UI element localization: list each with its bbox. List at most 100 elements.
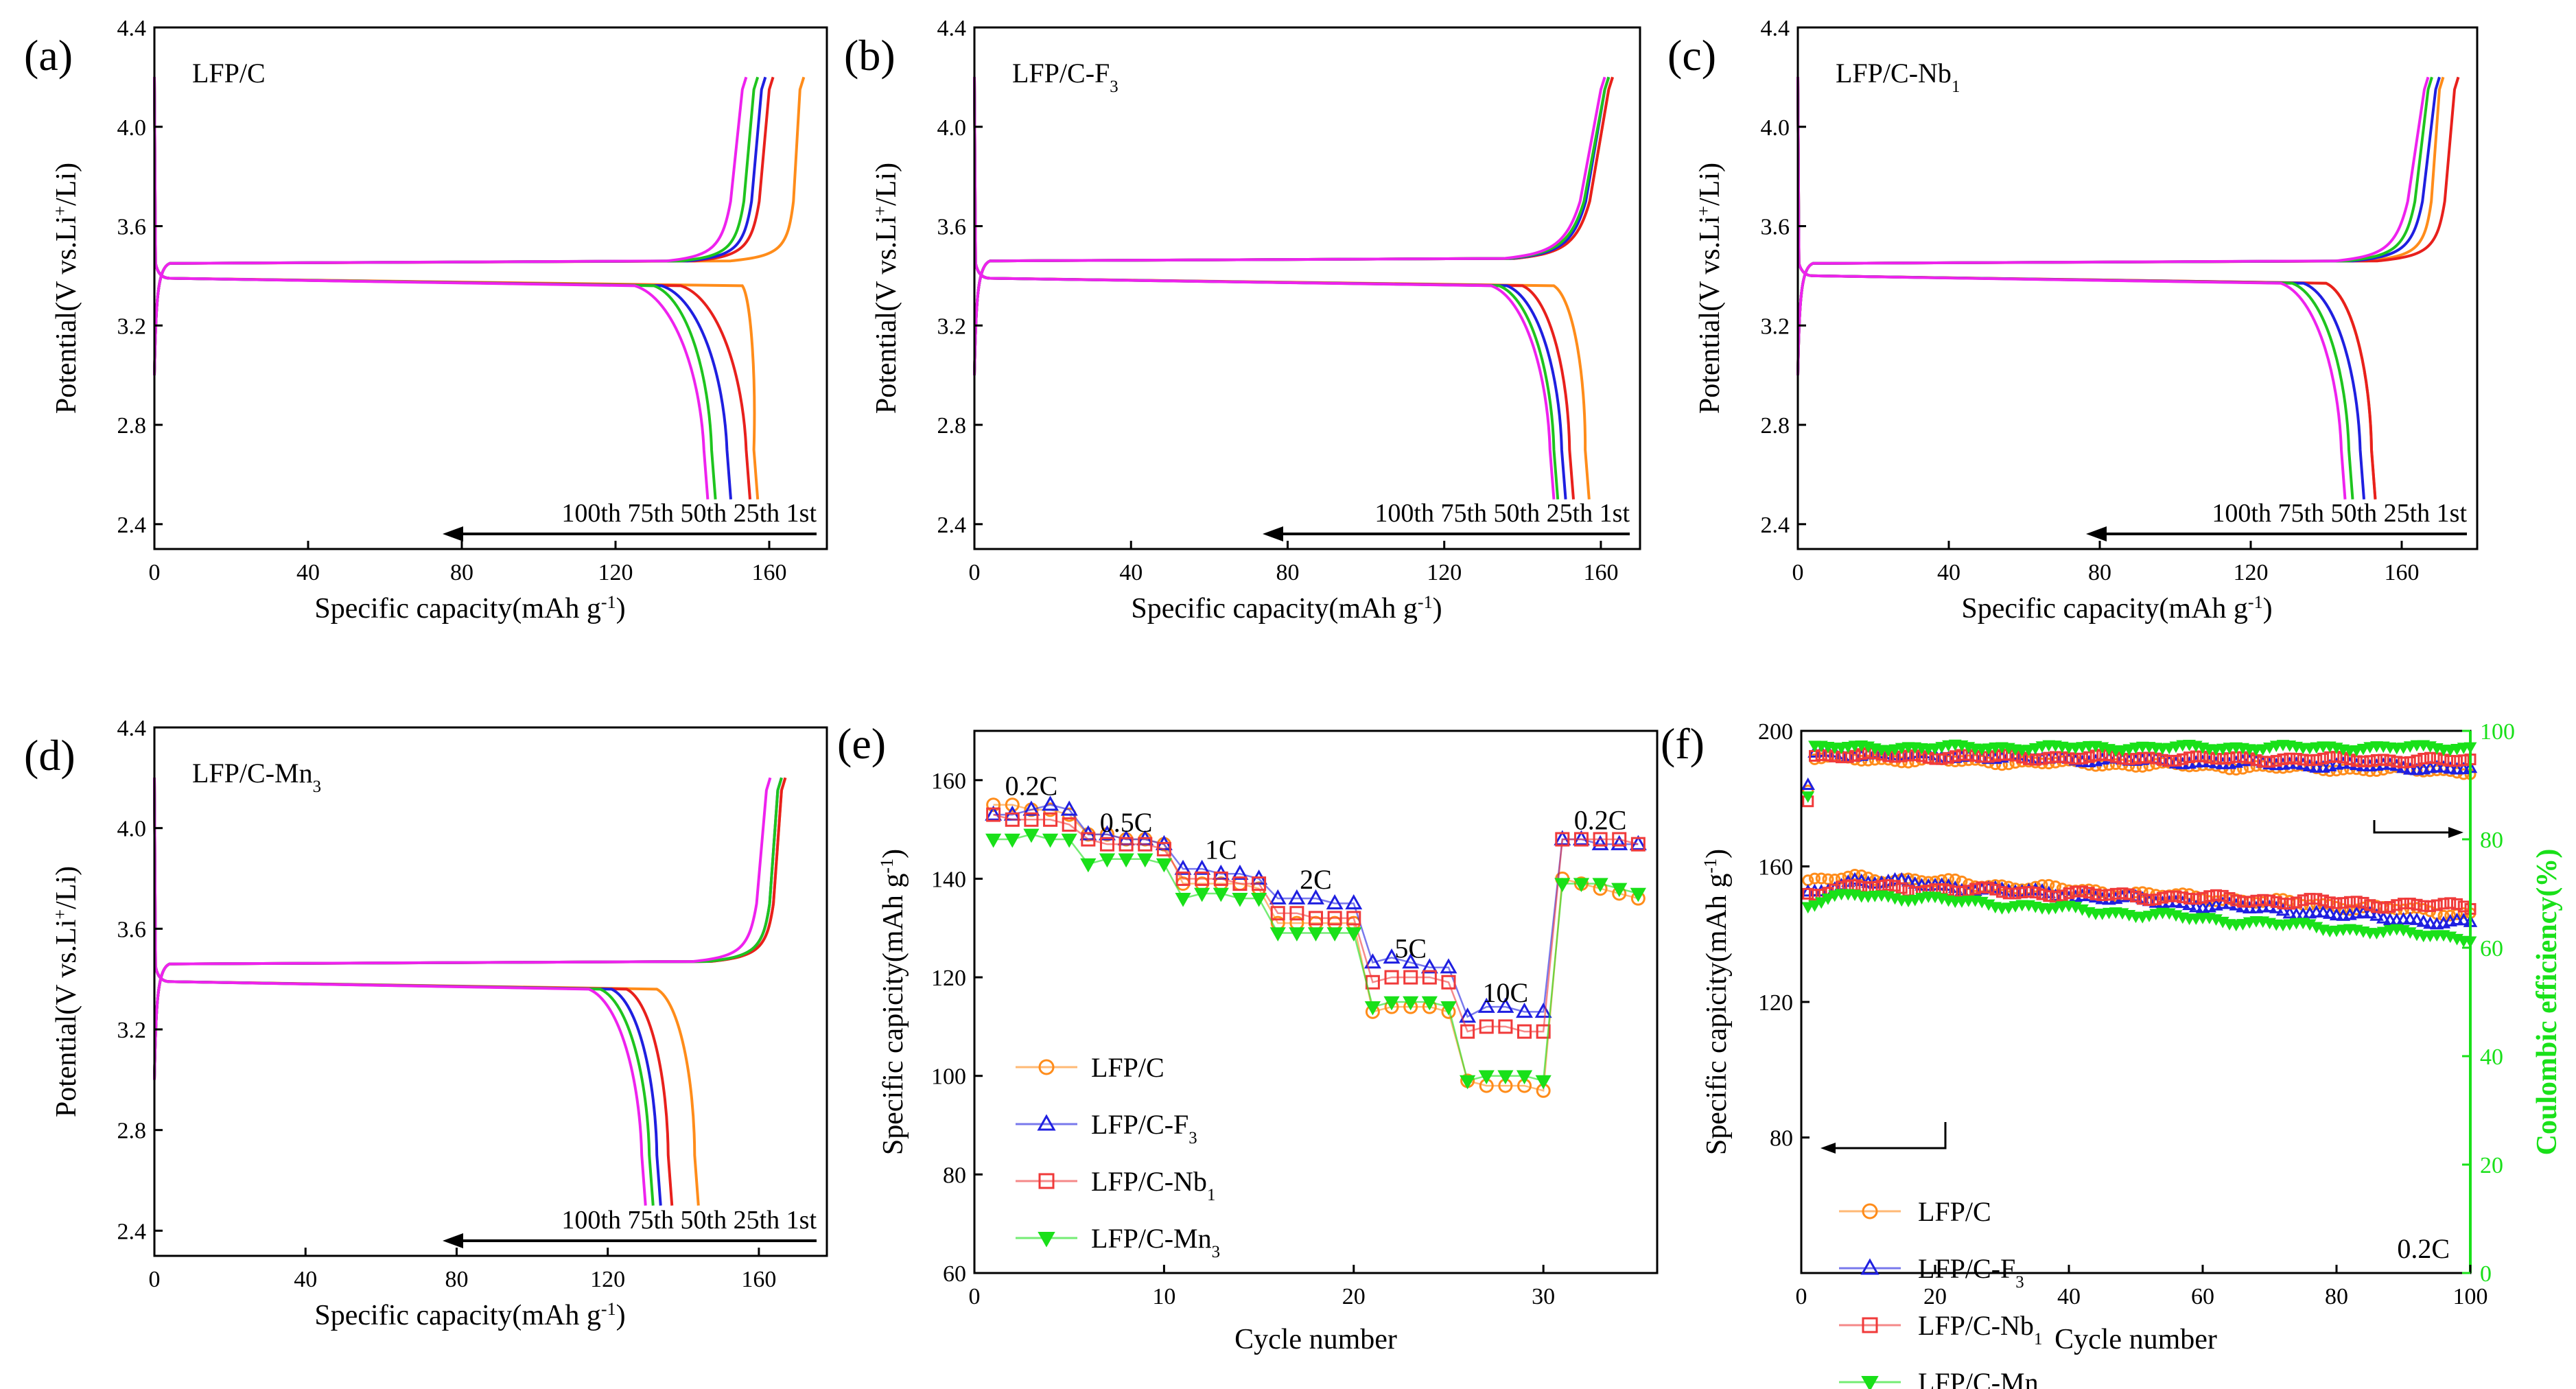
y-tick-label: 3.2	[937, 314, 967, 339]
y-tick-label: 2.8	[937, 413, 967, 439]
capacity-point	[1902, 885, 1915, 897]
data-point	[1195, 871, 1210, 886]
capacity-point	[1888, 872, 1902, 885]
panel-label: (e)	[837, 719, 886, 768]
efficiency-point	[1801, 777, 1816, 791]
legend-marker	[1038, 1173, 1055, 1189]
capacity-point	[1808, 900, 1821, 912]
y2-tick-label: 0	[2480, 1261, 2492, 1287]
capacity-point	[1801, 902, 1815, 914]
series-line-LFP/C-F	[993, 804, 1639, 1018]
charge-curve-100th	[153, 76, 748, 375]
cycle-arrow-head	[443, 526, 463, 541]
capacity-point	[2136, 893, 2148, 905]
data-point	[1383, 996, 1400, 1011]
charge-curve-25th	[1796, 76, 2460, 375]
data-point	[1593, 832, 1608, 847]
x-tick-label: 80	[2325, 1284, 2348, 1309]
capacity-point	[2188, 900, 2203, 913]
panel-label: (c)	[1667, 31, 1716, 80]
capacity-point	[2250, 894, 2262, 907]
efficiency-point	[2043, 751, 2055, 764]
capacity-point	[1882, 879, 1895, 891]
y-tick-label: 160	[931, 769, 966, 794]
data-point	[1061, 833, 1077, 848]
data-point	[1573, 832, 1589, 847]
y2-axis-label: Coulombic efficiency(%)	[2531, 849, 2563, 1156]
data-point	[1555, 832, 1570, 847]
rate-label: 10C	[1483, 977, 1529, 1008]
capacity-point	[2157, 891, 2168, 904]
capacity-point	[2370, 928, 2383, 940]
capacity-point	[2409, 912, 2424, 925]
data-point	[1023, 828, 1040, 843]
capacity-point	[2070, 885, 2082, 898]
capacity-point	[2257, 894, 2269, 906]
capacity-point	[2170, 890, 2182, 902]
data-point	[1326, 894, 1344, 910]
capacity-point	[2264, 894, 2275, 907]
x-tick-label: 160	[1583, 560, 1618, 585]
capacity-point	[1828, 890, 1842, 902]
efficiency-point	[2257, 756, 2269, 768]
capacity-point	[2123, 888, 2135, 900]
plot-frame	[973, 26, 1641, 550]
capacity-point	[2275, 903, 2291, 916]
y-tick-label: 2.8	[1761, 413, 1790, 439]
efficiency-point	[2036, 753, 2048, 765]
capacity-point	[2310, 893, 2323, 905]
capacity-point	[2364, 899, 2376, 911]
capacity-point	[2304, 893, 2316, 905]
charge-curve-100th	[1796, 76, 2430, 375]
capacity-point	[1943, 873, 1954, 885]
rate-label: 0.5C	[1100, 807, 1153, 838]
y-tick-label: 3.2	[117, 1018, 147, 1043]
y-tick-label: 4.4	[117, 716, 147, 741]
capacity-point	[2163, 890, 2175, 902]
capacity-point	[1809, 872, 1820, 885]
capacity-point	[2243, 896, 2256, 908]
capacity-point	[2109, 887, 2122, 900]
charge-curve-50th	[973, 76, 1611, 375]
data-point	[1269, 889, 1287, 904]
efficiency-point	[1989, 758, 2002, 771]
capacity-point	[2216, 889, 2229, 902]
capacity-point	[2270, 896, 2282, 908]
x-tick-label: 120	[590, 1267, 625, 1292]
efficiency-point	[2297, 754, 2309, 766]
capacity-point	[1976, 881, 1988, 894]
data-point	[1573, 878, 1590, 893]
discharge-curve-75th	[973, 77, 1560, 500]
charge-curve-1st	[973, 76, 1614, 375]
data-point	[985, 805, 1003, 821]
data-point	[1118, 853, 1134, 868]
data-point	[1572, 830, 1590, 845]
capacity-point	[1996, 886, 2008, 898]
legend-label: LFP/C-F3	[1918, 1253, 2024, 1292]
x-tick-label: 0	[969, 1284, 981, 1309]
capacity-point	[2009, 887, 2022, 900]
capacity-point	[2282, 906, 2297, 919]
panel-title: LFP/C-Mn3	[192, 758, 321, 796]
data-point	[1004, 833, 1020, 848]
capacity-point	[2223, 892, 2236, 904]
y-tick-label: 3.6	[937, 215, 967, 240]
rate-label: 0.2C	[1574, 805, 1627, 836]
capacity-point	[2002, 887, 2015, 900]
data-point	[1630, 837, 1646, 852]
capacity-point	[2063, 887, 2075, 900]
efficiency-point	[2264, 756, 2275, 768]
efficiency-point	[2170, 754, 2182, 767]
cycle-arrow-head	[2086, 526, 2107, 541]
capacity-point	[2143, 894, 2155, 907]
x-tick-label: 160	[752, 560, 787, 585]
y-axis-label: Specific capicity(mAh g-1)	[1700, 849, 1733, 1155]
panel-label: (d)	[24, 731, 75, 780]
capacity-point	[2177, 891, 2189, 904]
capacity-point	[1809, 889, 1820, 901]
plot-frame	[153, 26, 828, 550]
capacity-point	[2277, 898, 2289, 910]
legend-marker	[1861, 1376, 1879, 1389]
capacity-point	[2371, 901, 2382, 913]
efficiency-point	[2237, 762, 2249, 775]
